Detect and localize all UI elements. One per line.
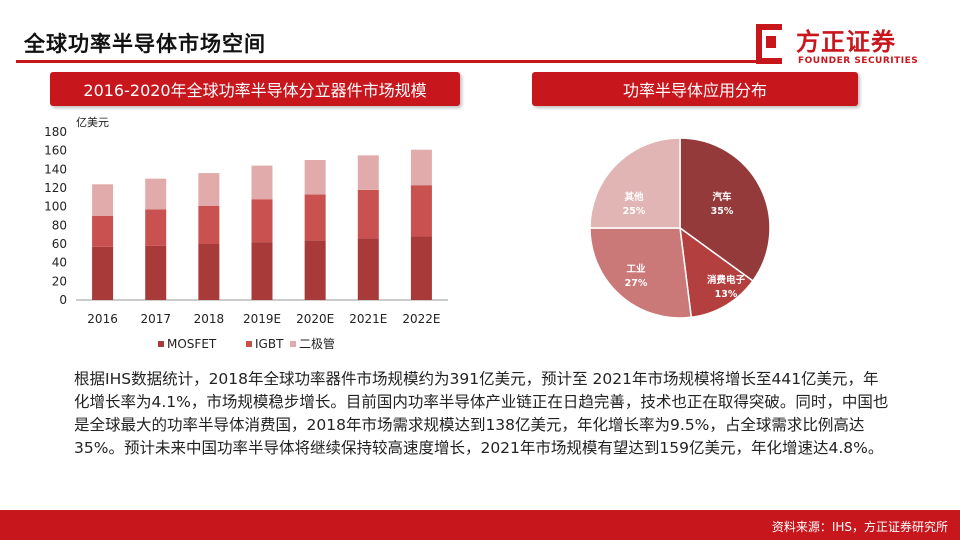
- bar-MOSFET-2019E: [251, 242, 273, 300]
- bar-二极管-2019E: [251, 165, 273, 200]
- x-tick-label: 2020E: [296, 312, 334, 326]
- y-tick-label: 180: [44, 125, 67, 139]
- title-divider: [16, 60, 756, 63]
- pie-slice-其他: [589, 137, 681, 229]
- pie-percent: 25%: [623, 206, 646, 217]
- logo-text-en: FOUNDER SECURITIES: [798, 56, 919, 66]
- bar-二极管-2021E: [357, 155, 379, 190]
- bar-二极管-2017: [145, 178, 167, 210]
- founder-logo-icon: [756, 24, 782, 64]
- bar-MOSFET-2018: [198, 244, 220, 300]
- footer-bar: 资料来源：IHS，方正证券研究所: [0, 510, 960, 540]
- y-tick-label: 80: [52, 218, 67, 232]
- pie-label: 工业: [626, 263, 646, 275]
- stacked-bar-chart: 亿美元 0 20 40 60 80 100 120 140 160 180 2016 2017 2018 2…: [44, 116, 448, 351]
- x-tick-label: 2021E: [349, 312, 387, 326]
- y-tick-label: 100: [44, 200, 67, 214]
- bar-IGBT-2020E: [304, 194, 326, 241]
- y-tick-label: 160: [44, 144, 67, 158]
- bar-IGBT-2019E: [251, 199, 273, 243]
- legend-swatch: [290, 341, 296, 347]
- x-tick-label: 2016: [87, 312, 118, 326]
- bar-MOSFET-2020E: [304, 240, 326, 300]
- bar-二极管-2018: [198, 173, 220, 206]
- bar-二极管-2016: [92, 184, 114, 216]
- pie-label: 其他: [624, 191, 644, 203]
- pie-chart: 汽车 35% 消费电子 13% 工业 27% 其他 25%: [589, 137, 771, 319]
- bar-IGBT-2021E: [357, 189, 379, 239]
- x-tick-label: 2019E: [243, 312, 281, 326]
- legend-swatch: [246, 341, 252, 347]
- y-tick-label: 40: [52, 256, 67, 270]
- logo-text-cn: 方正证券: [796, 28, 896, 56]
- legend-swatch: [158, 341, 164, 347]
- y-tick-label: 120: [44, 181, 67, 195]
- bar-IGBT-2016: [92, 216, 114, 247]
- pie-percent: 35%: [711, 206, 734, 217]
- source-note: 资料来源：IHS，方正证券研究所: [771, 520, 948, 534]
- bar-二极管-2020E: [304, 160, 326, 195]
- company-logo: 方正证券 FOUNDER SECURITIES: [748, 18, 938, 70]
- analysis-paragraph: 根据IHS数据统计，2018年全球功率器件市场规模约为391亿美元，预计至 20…: [74, 370, 889, 457]
- pie-percent: 27%: [625, 278, 648, 289]
- pie-label: 汽车: [712, 191, 732, 203]
- pie-slice-消费电子: [679, 226, 754, 319]
- bar-MOSFET-2016: [92, 246, 114, 300]
- pie-slice-汽车: [679, 137, 771, 282]
- pie-label: 消费电子: [707, 274, 746, 286]
- y-axis-unit: 亿美元: [76, 116, 109, 129]
- bar-IGBT-2022E: [410, 185, 432, 237]
- bar-二极管-2022E: [410, 149, 432, 186]
- legend-label: MOSFET: [167, 337, 217, 351]
- bar-IGBT-2018: [198, 205, 220, 244]
- pie-chart-header: 功率半导体应用分布: [532, 72, 858, 106]
- page-title: 全球功率半导体市场空间: [24, 32, 266, 56]
- y-tick-label: 60: [52, 237, 67, 251]
- bar-IGBT-2017: [145, 209, 167, 246]
- legend-label: 二极管: [299, 336, 335, 351]
- pie-percent: 13%: [715, 289, 738, 300]
- bar-chart-header: 2016-2020年全球功率半导体分立器件市场规模: [50, 72, 460, 106]
- y-tick-label: 140: [44, 162, 67, 176]
- y-tick-label: 20: [52, 274, 67, 288]
- bar-MOSFET-2022E: [410, 236, 432, 300]
- x-tick-label: 2022E: [402, 312, 440, 326]
- pie-slice-工业: [589, 227, 693, 319]
- y-tick-label: 0: [59, 293, 67, 307]
- bar-MOSFET-2021E: [357, 238, 379, 300]
- x-tick-label: 2018: [194, 312, 225, 326]
- legend-label: IGBT: [255, 337, 284, 351]
- bar-MOSFET-2017: [145, 245, 167, 300]
- x-tick-label: 2017: [140, 312, 171, 326]
